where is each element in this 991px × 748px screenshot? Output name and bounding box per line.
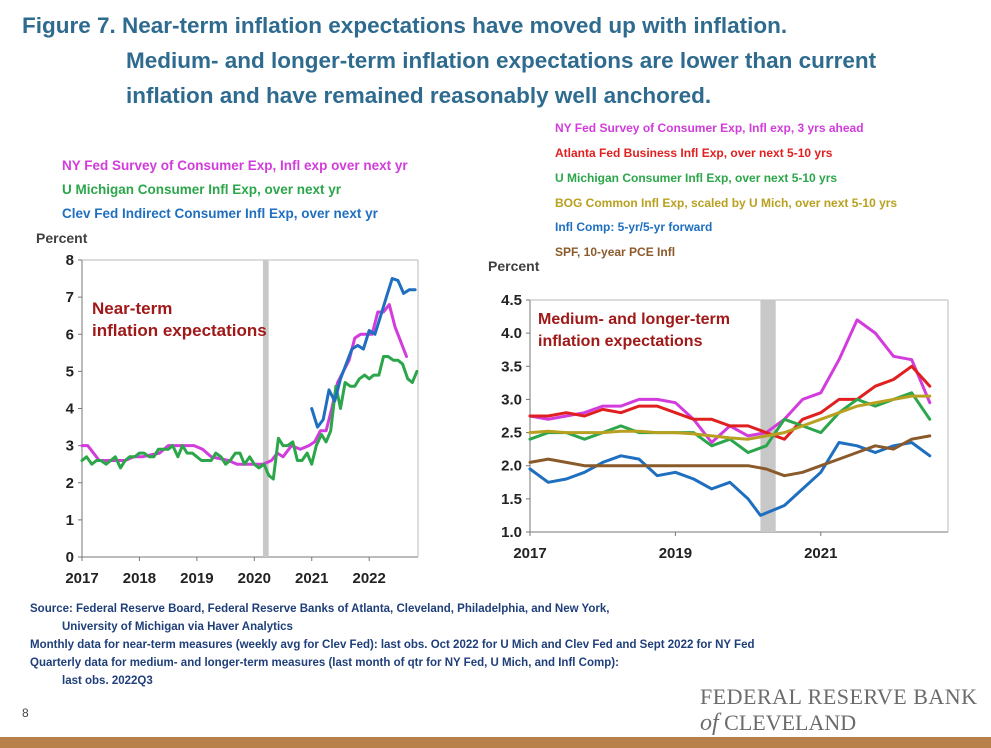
chart1-ytick-label: 3.5	[501, 358, 522, 375]
chart0-xtick-label: 2021	[295, 570, 328, 587]
chart0-xtick-label: 2020	[238, 570, 271, 587]
chart0-recession-shade	[262, 260, 269, 557]
chart1-series-line	[528, 391, 932, 454]
fed-cleveland-logo: FEDERAL RESERVE BANK of CLEVELAND	[700, 684, 978, 737]
chart1-recession-shade	[760, 300, 776, 532]
source-notes: Source: Federal Reserve Board, Federal R…	[30, 600, 754, 690]
left-ylabel: Percent	[36, 230, 88, 246]
legend-right-nyfed: NY Fed Survey of Consumer Exp, Infl exp,…	[555, 121, 864, 135]
chart0-xtick-label: 2018	[123, 570, 156, 587]
chart1-ytick-label: 2.5	[501, 425, 522, 442]
chart0-series-line	[80, 303, 408, 466]
chart1-ytick-label: 1.5	[501, 491, 522, 508]
chart1-series-line	[528, 434, 932, 478]
title-line-2: Medium- and longer-term inflation expect…	[126, 48, 877, 73]
logo-line-2: of CLEVELAND	[700, 710, 978, 737]
chart0-annotation-line: Near-term	[92, 299, 172, 318]
chart0-ytick-label: 8	[66, 252, 74, 269]
logo-of: of	[700, 710, 719, 736]
chart0-ytick-label: 1	[66, 512, 74, 529]
chart1-series-line	[528, 394, 932, 441]
chart0-ytick-label: 0	[66, 549, 74, 566]
chart0-ytick-label: 4	[66, 401, 75, 418]
chart0-annotation-line: inflation expectations	[92, 321, 267, 340]
chart1-ytick-label: 3.0	[501, 391, 522, 408]
chart0-xtick-label: 2022	[352, 570, 385, 587]
legend-right-umich: U Michigan Consumer Infl Exp, over next …	[555, 171, 838, 185]
chart1-series-line	[528, 441, 932, 517]
right-ylabel: Percent	[488, 258, 540, 274]
chart0-ytick-label: 5	[66, 363, 74, 380]
chart1-series-line	[528, 364, 932, 441]
source-line-2: University of Michigan via Haver Analyti…	[62, 621, 293, 633]
chart0-series-line	[80, 355, 419, 481]
chart0-ytick-label: 3	[66, 438, 74, 455]
source-line-3: Monthly data for near-term measures (wee…	[30, 639, 755, 651]
chart1-ytick-label: 2.0	[501, 458, 522, 475]
chart0-ytick-label: 2	[66, 475, 74, 492]
legend-left-clevfed: Clev Fed Indirect Consumer Infl Exp, ove…	[62, 206, 378, 221]
chart0-xtick-label: 2017	[65, 570, 98, 587]
source-line-4: Quarterly data for medium- and longer-te…	[30, 657, 619, 669]
chart0-series-line	[310, 277, 417, 429]
source-line-1: Source: Federal Reserve Board, Federal R…	[30, 603, 610, 615]
chart0-ytick-label: 6	[66, 326, 74, 343]
legend-right-atlanta: Atlanta Fed Business Infl Exp, over next…	[555, 146, 833, 160]
chart0-ytick-label: 7	[66, 289, 74, 306]
bottom-bar	[0, 737, 991, 748]
chart1-xtick-label: 2017	[513, 545, 546, 562]
legend-right-inflcomp: Infl Comp: 5-yr/5-yr forward	[555, 220, 713, 234]
chart1-ytick-label: 4.5	[501, 292, 522, 309]
figure-title: Figure 7. Near-term inflation expectatio…	[22, 8, 982, 113]
chart1-xtick-label: 2019	[659, 545, 692, 562]
legend-right-spf: SPF, 10-year PCE Infl	[555, 245, 676, 259]
chart1-annotation-line: Medium- and longer-term	[538, 311, 730, 328]
logo-cleveland: CLEVELAND	[724, 710, 857, 735]
chart1-annotation-line: inflation expectations	[538, 333, 703, 350]
source-line-5: last obs. 2022Q3	[62, 675, 153, 687]
chart1-ytick-label: 1.0	[501, 524, 522, 541]
legend-left-nyfed: NY Fed Survey of Consumer Exp, Infl exp …	[62, 158, 408, 173]
title-line-1: Figure 7. Near-term inflation expectatio…	[22, 13, 788, 38]
chart1-ytick-label: 4.0	[501, 325, 522, 342]
chart0-xtick-label: 2019	[180, 570, 213, 587]
legend-right-bog: BOG Common Infl Exp, scaled by U Mich, o…	[555, 196, 898, 210]
page-number: 8	[22, 706, 29, 720]
chart1-xtick-label: 2021	[804, 545, 837, 562]
logo-line-1: FEDERAL RESERVE BANK	[700, 684, 978, 709]
title-line-3: inflation and have remained reasonably w…	[126, 83, 712, 108]
legend-left-umich: U Michigan Consumer Infl Exp, over next …	[62, 182, 342, 197]
